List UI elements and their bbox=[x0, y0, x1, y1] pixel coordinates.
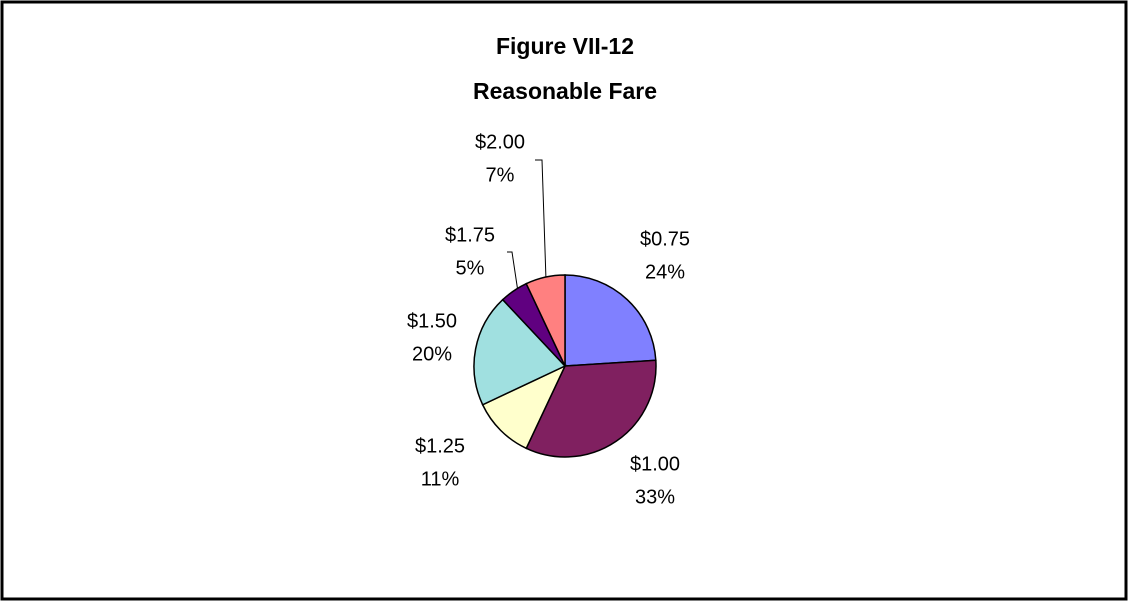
chart-subtitle: Reasonable Fare bbox=[473, 78, 657, 104]
slice-category-label: $2.00 bbox=[475, 131, 525, 153]
pie-slice bbox=[564, 274, 657, 367]
pie-slice bbox=[525, 359, 657, 458]
pie-slice bbox=[473, 298, 567, 406]
leader-line bbox=[535, 159, 547, 281]
slice-value-label: 20% bbox=[412, 343, 452, 365]
slice-category-label: $0.75 bbox=[640, 228, 690, 250]
leader-line bbox=[507, 251, 519, 293]
pie-slice bbox=[525, 274, 566, 367]
slice-category-label: $1.75 bbox=[445, 224, 495, 246]
slice-category-label: $1.00 bbox=[630, 453, 680, 475]
slice-category-label: $1.25 bbox=[415, 435, 465, 457]
slice-value-label: 11% bbox=[421, 468, 460, 490]
slice-value-label: 7% bbox=[486, 164, 515, 186]
slice-value-label: 24% bbox=[645, 261, 685, 283]
slice-value-label: 33% bbox=[635, 486, 675, 508]
slice-value-label: 5% bbox=[456, 257, 485, 279]
slice-category-label: $1.50 bbox=[407, 310, 457, 332]
chart-title: Figure VII-12 bbox=[496, 33, 634, 59]
